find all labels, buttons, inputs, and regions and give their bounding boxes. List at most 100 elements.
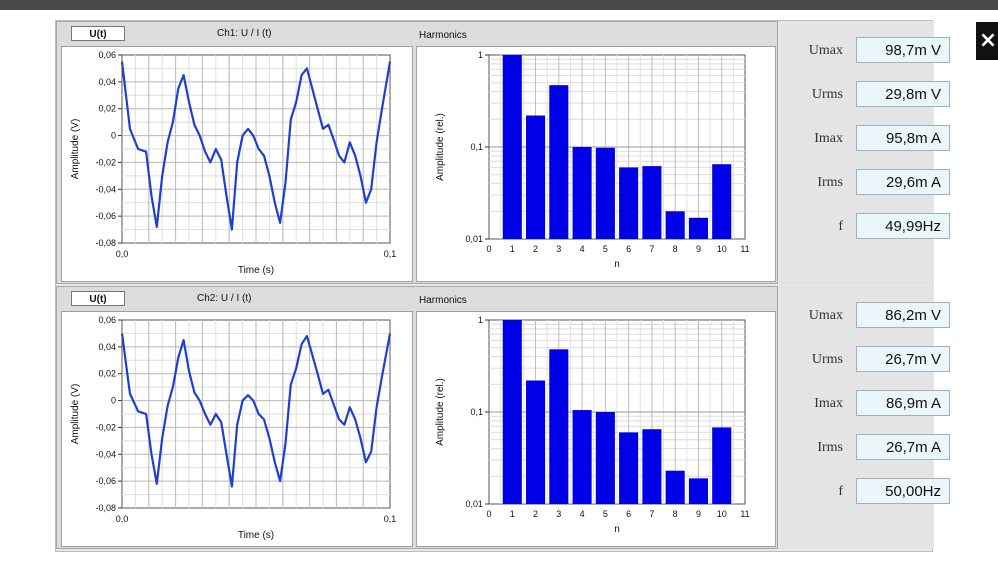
waveform-tab[interactable]: U(t) [71,291,125,306]
harmonic-bar-5 [595,412,615,504]
channel-1-readings: Umax 98,7m V Urms 29,8m V Imax 95,8m A Irms 29,… [779,21,950,284]
y-axis-label: Amplitude (rel.) [435,113,446,181]
x-tick-label: 0,0 [116,514,129,524]
x-tick-label: 9 [696,509,701,519]
harmonic-bar-10 [712,427,732,504]
reading-row-irms: Irms 29,6m A [779,167,950,197]
harmonic-bar-1 [502,55,522,239]
harmonic-bar-10 [712,164,732,239]
harmonics-panel: 1 0,1 0,01 0 1 2 3 4 5 6 7 8 9 10 11 n Amplitude (rel.) [416,46,776,282]
reading-value: 49,99Hz [856,213,950,239]
reading-value: 95,8m A [856,125,950,151]
waveform-chart: 0,06 0,04 0,02 0 -0,02 -0,04 -0,06 -0,080,0 0,1 T… [70,315,397,541]
waveform-tab[interactable]: U(t) [71,26,125,41]
y-tick-label: 0,04 [98,342,116,352]
x-tick-label: 6 [626,244,631,254]
y-tick-label: 0,04 [98,77,116,87]
x-tick-label: 5 [603,244,608,254]
reading-value: 98,7m V [856,37,950,63]
x-tick-label: 0,1 [384,249,397,259]
x-axis-label: n [614,259,620,270]
x-tick-label: 2 [533,509,538,519]
y-tick-label: 0,01 [465,234,483,244]
y-axis-label: Amplitude (V) [70,384,81,445]
reading-value: 26,7m V [856,346,950,372]
x-tick-label: 1 [510,509,515,519]
waveform-panel: 0,06 0,04 0,02 0 -0,02 -0,04 -0,06 -0,08 0,0 0,1 T… [61,46,413,282]
harmonics-chart: 1 0,1 0,010 1 2 3 4 5 6 7 8 9 10 11 n Amplitude (rel.) [435,315,750,535]
x-tick-label: 6 [626,509,631,519]
x-axis-label: n [614,524,620,535]
reading-row-urms: Urms 29,8m V [779,79,950,109]
measurement-frame: U(t) Ch1: U / I (t) Harmonics 0,06 0,04 0,… [55,20,950,552]
reading-label: Imax [814,396,843,411]
x-tick-label: 3 [556,244,561,254]
y-tick-label: 0,1 [470,407,483,417]
harmonic-bar-2 [526,115,546,239]
close-icon[interactable]: × [976,22,998,60]
y-tick-label: -0,06 [95,211,116,221]
waveform-panel: 0,06 0,04 0,02 0 -0,02 -0,04 -0,06 -0,08 0,0 0,1 T… [61,311,413,547]
x-tick-label: 7 [649,509,654,519]
x-tick-label: 2 [533,244,538,254]
channel-2-panel: U(t) Ch2: U / I (t) Harmonics 0,06 0,04 0,… [56,286,778,549]
y-tick-label: 0 [111,131,116,141]
harmonic-bar-3 [549,85,569,239]
y-tick-label: -0,02 [95,422,116,432]
x-axis-label: Time (s) [238,265,274,276]
waveform-chart: 0,06 0,04 0,02 0 -0,02 -0,04 -0,06 -0,080,0 0,1 T… [70,50,397,276]
x-tick-label: 9 [696,244,701,254]
y-tick-label: 1 [478,315,483,325]
x-tick-label: 0,1 [384,514,397,524]
x-tick-label: 0,0 [116,249,129,259]
top-bar [0,0,998,10]
y-tick-label: -0,04 [95,184,116,194]
x-tick-label: 1 [510,244,515,254]
x-tick-label: 4 [580,509,585,519]
harmonic-bar-1 [502,320,522,504]
x-tick-label: 0 [486,244,491,254]
reading-label: f [838,484,843,499]
harmonic-bar-5 [595,147,615,239]
x-tick-label: 8 [673,509,678,519]
reading-value: 29,6m A [856,169,950,195]
y-axis-label: Amplitude (rel.) [435,378,446,446]
y-tick-label: -0,02 [95,157,116,167]
harmonic-bar-4 [572,147,592,239]
harmonic-bar-6 [619,167,639,239]
harmonic-bar-3 [549,349,569,504]
x-tick-label: 0 [486,509,491,519]
x-tick-label: 4 [580,244,585,254]
y-tick-label: 0,02 [98,104,116,114]
harmonic-bar-9 [688,217,708,239]
reading-label: Irms [817,175,843,190]
y-tick-label: -0,08 [95,503,116,513]
y-tick-label: 1 [478,50,483,60]
harmonics-panel: 1 0,1 0,01 0 1 2 3 4 5 6 7 8 9 10 11 n Amplitude (rel.) [416,311,776,547]
x-tick-label: 7 [649,244,654,254]
harmonic-bar-4 [572,410,592,504]
y-tick-label: 0,06 [98,50,116,60]
harmonic-bar-8 [665,211,685,239]
y-axis-label: Amplitude (V) [70,119,81,180]
reading-label: Umax [808,43,843,58]
x-tick-label: 8 [673,244,678,254]
reading-row-irms: Irms 26,7m A [779,432,950,462]
y-tick-label: 0,06 [98,315,116,325]
reading-row-umax: Umax 98,7m V [779,35,950,65]
y-tick-label: -0,08 [95,238,116,248]
y-tick-label: 0,1 [470,142,483,152]
harmonics-title: Harmonics [419,295,467,306]
harmonic-bar-7 [642,166,662,239]
reading-row-umax: Umax 86,2m V [779,300,950,330]
harmonic-bar-6 [619,432,639,504]
reading-value: 26,7m A [856,434,950,460]
x-tick-label: 10 [717,509,727,519]
reading-value: 86,2m V [856,302,950,328]
reading-value: 50,00Hz [856,478,950,504]
x-tick-label: 5 [603,509,608,519]
harmonic-bar-9 [688,478,708,504]
reading-row-imax: Imax 86,9m A [779,388,950,418]
harmonics-title: Harmonics [419,30,467,41]
waveform-series-line [120,61,392,231]
